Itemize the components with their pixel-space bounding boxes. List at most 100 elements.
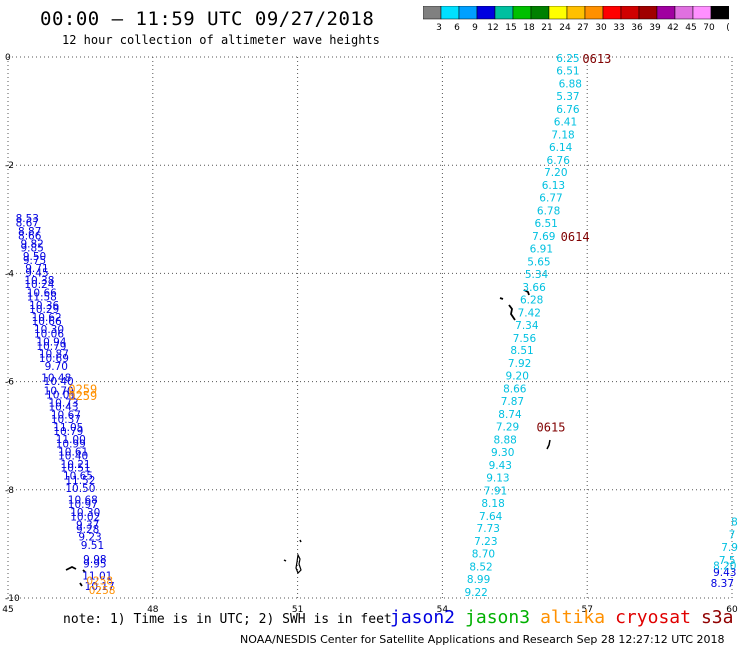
jason3-point: 9.20 [506, 371, 529, 383]
jason2-point: 10.29 [29, 304, 59, 316]
jason3-point: 6.76 [547, 155, 571, 167]
jason2-point: 10.48 [41, 372, 71, 384]
jason2-point: 10.65 [63, 471, 93, 483]
jason3-point: 7.87 [501, 396, 524, 408]
jason2-point: 10.43 [48, 401, 78, 413]
color-scale-label: 9 [472, 23, 478, 32]
color-swatch [620, 6, 640, 20]
jason2-point: 10.79 [36, 341, 66, 353]
jason3-point: 8.20 [713, 561, 736, 573]
jason3-point: 7.91 [484, 485, 507, 497]
jason3-point: 5.65 [527, 256, 550, 268]
jason3-point: 9.30 [491, 447, 514, 459]
color-scale-label: 45 [685, 23, 696, 32]
jason3-point: 6.13 [542, 180, 565, 192]
page-title: 00:00 – 11:59 UTC 09/27/2018 [40, 8, 375, 30]
jason2-point: 10.40 [58, 451, 88, 463]
jason3-point: 7.92 [508, 358, 531, 370]
madagascar-outline [295, 553, 302, 575]
color-scale-label: 18 [523, 23, 535, 32]
jason2-point: 8.37 [711, 578, 734, 590]
jason3-point: 6.28 [520, 294, 543, 306]
color-scale-label: 30 [595, 23, 607, 32]
time-label: 0259 [68, 389, 97, 403]
color-swatch [476, 6, 496, 20]
satellite-legend: jason2 jason3 altika cryosat s3a [390, 607, 740, 628]
jason2-point: 10.87 [39, 348, 69, 360]
color-swatch [423, 6, 442, 20]
x-tick-label: 54 [437, 605, 449, 615]
time-label: 0613 [582, 52, 611, 66]
jason2-point: 9.75 [23, 255, 46, 267]
jason2-point: 9.98 [83, 554, 106, 566]
jason3-point: 8.51 [510, 345, 533, 357]
color-scale-label: (ft) [726, 23, 729, 32]
color-swatch [512, 6, 532, 20]
jason2-point: 11.05 [53, 422, 83, 434]
jason3-point: 6.25 [556, 53, 579, 65]
jason3-point: 6.51 [556, 66, 579, 78]
jason2-point: 10.68 [68, 495, 98, 507]
island-outline [299, 539, 302, 543]
y-tick-label: -10 [5, 594, 20, 604]
jason2-point: 11.01 [82, 570, 112, 582]
legend-cryosat: cryosat [615, 607, 691, 628]
island-outline [65, 565, 86, 587]
y-tick-label: -4 [5, 269, 14, 279]
color-scale-label: 6 [454, 23, 460, 32]
jason3-point: 7.34 [515, 320, 539, 332]
jason3-point: 7.69 [532, 231, 555, 243]
jason2-point: 10.69 [39, 353, 69, 365]
y-tick-label: 0 [5, 53, 11, 63]
x-tick-label: 48 [147, 605, 159, 615]
jason3-point: 8.88 [493, 434, 516, 446]
jason3-point: 9.13 [486, 472, 509, 484]
color-swatch [566, 6, 586, 20]
jason3-point: 6.78 [537, 206, 560, 218]
color-swatch [440, 6, 460, 20]
y-tick-label: -6 [5, 378, 14, 388]
color-swatch [710, 6, 729, 20]
coastline-outlines [65, 289, 551, 587]
jason3-point: 6.14 [549, 142, 573, 154]
legend-jason3: jason3 [465, 607, 531, 628]
island-outline [546, 439, 551, 450]
jason2-point: 11.52 [65, 475, 95, 487]
jason2-point: 10.30 [70, 507, 100, 519]
jason3-point: 8.99 [467, 574, 490, 586]
color-scale-label: 3 [436, 23, 442, 32]
jason2-point: 10.17 [85, 581, 115, 593]
jason3-point: 7 [729, 530, 736, 542]
island-outline [283, 559, 287, 562]
jason2-point: 11.00 [56, 434, 86, 446]
jason2-point: 10.38 [24, 275, 54, 287]
time-label: 0615 [537, 421, 566, 435]
color-scale-label: 39 [649, 23, 661, 32]
jason3-point: 7.64 [479, 511, 503, 523]
x-tick-label: 57 [581, 605, 592, 615]
jason2-point: 10.24 [24, 279, 54, 291]
jason3-point: 7.18 [551, 129, 574, 141]
jason3-point: 7.9 [721, 542, 738, 554]
jason3-point: 8 [731, 517, 738, 529]
color-scale-label: 24 [559, 23, 571, 32]
jason2-point: 10.37 [51, 414, 81, 426]
color-scale-label: 42 [667, 23, 678, 32]
color-swatch [674, 6, 694, 20]
jason2-point: 9.45 [25, 267, 48, 279]
legend-altika: altika [540, 607, 606, 628]
jason2-point: 10.51 [61, 463, 91, 475]
jason2-point: 8.87 [18, 226, 41, 238]
data-points: 8.538.678.878.669.829.859.509.759.719.45… [16, 53, 738, 599]
x-tick-label: 45 [2, 605, 13, 615]
jason2-point: 9.51 [81, 540, 104, 552]
jason3-point: 6.41 [554, 116, 577, 128]
jason2-point: 10.66 [27, 287, 57, 299]
grid-lines [7, 56, 733, 599]
jason2-point: 10.40 [44, 376, 74, 388]
color-swatch [602, 6, 622, 20]
color-swatch [638, 6, 658, 20]
jason3-point: 5.37 [556, 91, 579, 103]
jason2-point: 9.28 [76, 524, 99, 536]
